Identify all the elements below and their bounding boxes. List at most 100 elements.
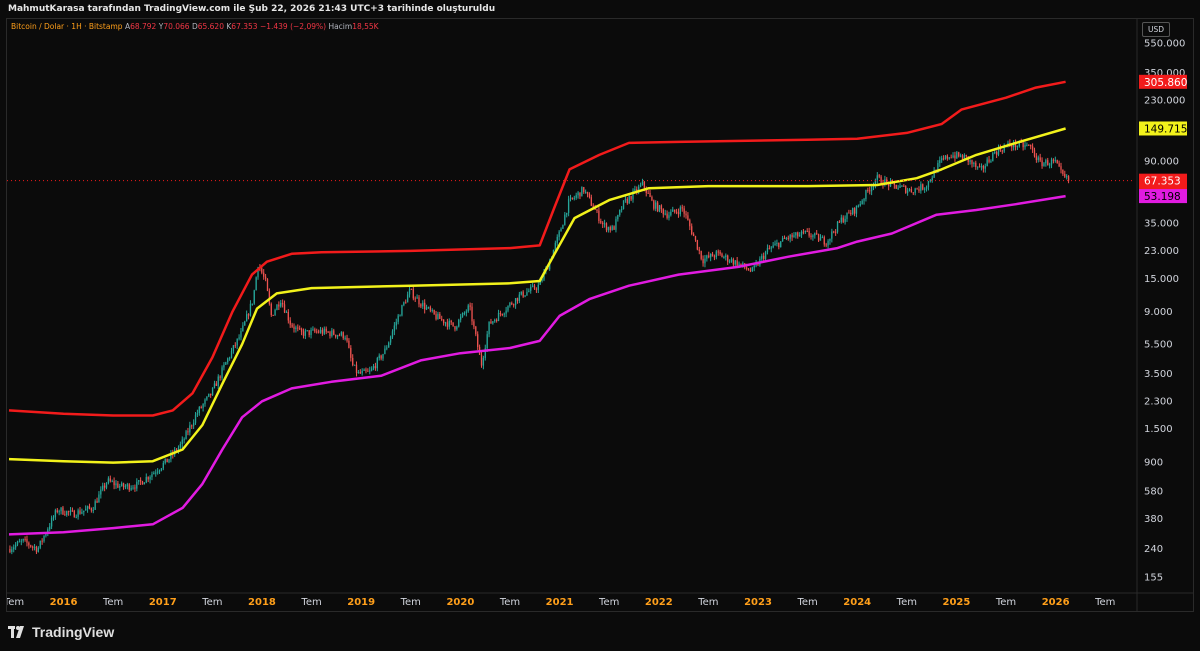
tradingview-logo[interactable]: TradingView [8, 624, 114, 640]
candle-body [192, 422, 195, 426]
candle-body [281, 302, 284, 305]
mid-price-label: 149.715 [1144, 123, 1187, 135]
candle-body [562, 224, 564, 229]
chart-panel[interactable]: 155 240 380 580 900 1.500 2.300 3.500 5.500 9.000… [6, 18, 1194, 612]
candle-body [446, 322, 449, 327]
candle-body [751, 267, 753, 271]
candle-body [709, 253, 712, 258]
candle-body [219, 376, 221, 378]
candle-body [310, 329, 312, 336]
candle-body [569, 197, 572, 200]
price-chart[interactable]: 155 240 380 580 900 1.500 2.300 3.500 5.500 9.000… [7, 19, 1194, 612]
candle-body [874, 179, 877, 186]
x-tick-label: 2026 [1042, 597, 1070, 608]
candle-body [660, 205, 663, 210]
candle-body [117, 483, 119, 488]
x-tick-label: Tem [300, 597, 321, 608]
candle-body [995, 152, 998, 155]
candle-body [530, 286, 532, 291]
candle-body [39, 540, 41, 548]
candle-body [335, 334, 337, 337]
candle-body [304, 330, 307, 336]
candle-body [183, 439, 185, 441]
candle-body [314, 329, 316, 332]
candle-body [914, 188, 916, 193]
candle-body [49, 526, 51, 530]
candle-body [636, 189, 638, 192]
candle-body [342, 332, 344, 339]
candle-body [973, 162, 975, 164]
candle-body [677, 212, 680, 215]
candle-body [717, 251, 719, 253]
candle-body [452, 322, 454, 327]
candle-body [781, 237, 784, 242]
candle-body [624, 199, 627, 201]
candle-body [812, 235, 814, 238]
candle-body [124, 486, 127, 488]
candle-body [611, 226, 613, 231]
candle-body [535, 288, 538, 290]
candle-body [482, 357, 485, 366]
candle-body [312, 329, 314, 331]
candle-body [916, 188, 918, 190]
candle-body [963, 154, 966, 159]
y-tick-label: 900 [1144, 458, 1163, 469]
candle-body [1039, 157, 1041, 161]
candle-body [715, 251, 717, 258]
candle-body [679, 207, 682, 215]
candle-body [299, 328, 301, 330]
candle-body [370, 368, 373, 371]
currency-button[interactable]: USD [1142, 22, 1170, 37]
candle-body [187, 431, 189, 433]
candle-body [939, 160, 941, 164]
candle-body [376, 358, 378, 369]
candle-body [408, 288, 411, 295]
candle-body [1054, 160, 1056, 162]
candle-body [728, 261, 731, 263]
candle-body [903, 185, 905, 187]
candle-body [20, 540, 22, 542]
candle-body [588, 193, 591, 198]
candle-body [431, 309, 433, 311]
candle-body [986, 159, 988, 167]
candle-body [742, 263, 744, 265]
candle-body [1050, 159, 1053, 165]
candle-body [776, 242, 778, 244]
candle-body [158, 470, 161, 472]
x-tick-label: 2023 [744, 597, 772, 608]
candle-body [819, 237, 822, 241]
candle-body [965, 154, 967, 157]
candle-body [666, 213, 668, 218]
candle-body [975, 162, 977, 168]
candle-body [787, 237, 789, 239]
x-tick-label: Tem [598, 597, 619, 608]
candle-body [804, 230, 806, 232]
candle-body [571, 197, 574, 199]
candle-body [177, 447, 180, 451]
candle-body [692, 234, 695, 237]
candle-body [141, 481, 144, 485]
candle-body [810, 235, 812, 238]
symbol-name[interactable]: Bitcoin / Dolar · 1H · Bitstamp [11, 22, 123, 31]
candle-body [596, 209, 598, 211]
candle-body [757, 263, 759, 266]
candle-body [191, 425, 193, 427]
candle-body [1011, 145, 1013, 148]
chart-attribution: MahmutKarasa tarafından TradingView.com … [8, 4, 496, 14]
candle-body [162, 462, 164, 469]
candle-body [372, 366, 375, 369]
candle-body [200, 407, 202, 409]
candle-body [1003, 146, 1005, 152]
candle-body [539, 279, 541, 285]
candle-body [698, 249, 700, 251]
candle-body [202, 404, 204, 408]
candle-body [253, 290, 255, 304]
candle-body [556, 236, 558, 243]
candle-body [346, 337, 348, 341]
candle-body [738, 263, 740, 267]
candle-body [100, 489, 102, 495]
tradingview-logo-icon [8, 626, 24, 638]
candle-body [910, 189, 913, 193]
candle-body [107, 478, 110, 484]
candle-body [300, 328, 303, 332]
